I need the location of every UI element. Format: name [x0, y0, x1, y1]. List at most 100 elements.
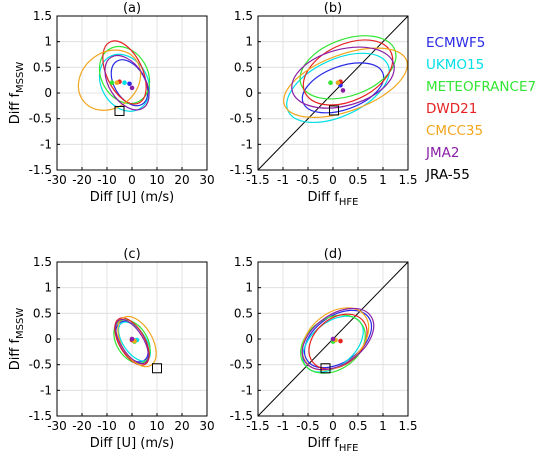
- plot-area: [258, 16, 408, 170]
- panel-a: -30 -20 -10 0 10 20 30 1.5 1 0.5 0 -0.5 -1 -1.5 (a) Dif…: [8, 1, 215, 205]
- legend-entry-dwd21: DWD21: [426, 101, 477, 117]
- point-dwd21: [338, 338, 343, 344]
- square-marker-jra55: [114, 105, 125, 116]
- y-tick-label: -1: [241, 137, 253, 151]
- x-axis-label-sub: HFE: [339, 443, 359, 454]
- point-meteofrance7: [109, 80, 115, 86]
- y-tick-label: 1.5: [234, 255, 253, 269]
- square-marker-jra55: [152, 363, 162, 374]
- ellipse-jma2: [115, 318, 149, 365]
- x-tick-label: 1.5: [398, 173, 417, 187]
- y-tick-label: 0: [245, 332, 253, 346]
- y-axis-label-sub: MSSW: [15, 308, 26, 339]
- x-axis-label: Diff [U] (m/s): [90, 436, 174, 451]
- x-axis-label: Diff fHFE: [308, 436, 359, 454]
- x-tick-label: 30: [199, 173, 214, 187]
- point-jma2: [340, 88, 346, 93]
- x-tick-label: -1: [277, 173, 289, 187]
- square-marker-jra55: [329, 105, 339, 116]
- x-tick-label: 0.5: [348, 419, 367, 433]
- y-tick-label: -0.5: [29, 112, 52, 126]
- y-tick-label: 1.5: [234, 9, 253, 23]
- panels-group: -30 -20 -10 0 10 20 301.510.50-0.5-1-1.5(a)Dif…: [8, 1, 418, 454]
- point-jma2: [330, 336, 336, 342]
- legend: ECMWF5 UKMO15 METEOFRANCE7 DWD21 CMCC35 JMA2 J…: [425, 35, 536, 183]
- y-tick-label: -1.5: [230, 163, 253, 177]
- point-cmcc35: [114, 80, 120, 86]
- y-axis-label-main: Diff f: [8, 339, 23, 371]
- y-tick-label: 0.5: [33, 306, 52, 320]
- point-ukmo15: [122, 80, 127, 86]
- ellipse-dwd21: [302, 39, 394, 106]
- x-axis-label-main: Diff f: [308, 436, 340, 451]
- y-axis-label: Diff fMSSW: [8, 62, 26, 125]
- panel-title: (c): [123, 247, 140, 262]
- x-tick-label: 1: [379, 173, 387, 187]
- y-axis-label: Diff fMSSW: [8, 308, 26, 371]
- point-meteofrance7: [328, 80, 333, 86]
- panel-b: -1.5 -1 -0.5 0 0.5 1 1.5 1.5 1 0.5 0 -0.5 -1 -1.5 (b) D…: [230, 1, 418, 208]
- y-tick-label: -1: [40, 137, 52, 151]
- point-jma2: [129, 85, 135, 91]
- y-tick-label: -1: [241, 383, 253, 397]
- y-tick-label: 0: [44, 332, 52, 346]
- ellipse-jma2: [104, 54, 150, 111]
- y-tick-label: -1: [40, 383, 52, 397]
- y-tick-label: 0: [245, 86, 253, 100]
- x-tick-label: 0.5: [348, 173, 367, 187]
- y-axis-label-sub: MSSW: [15, 62, 26, 93]
- ellipse-dwd21: [114, 317, 150, 366]
- x-axis-label: Diff fHFE: [308, 190, 359, 208]
- x-tick-label: -0.5: [296, 173, 319, 187]
- y-tick-label: -0.5: [29, 358, 52, 372]
- x-tick-label: -30: [47, 419, 67, 433]
- x-tick-label: 10: [149, 419, 164, 433]
- x-axis-label: Diff [U] (m/s): [90, 190, 174, 205]
- y-tick-label: -1.5: [29, 163, 52, 177]
- x-tick-label: -10: [97, 419, 117, 433]
- point-jma2: [129, 336, 135, 342]
- x-tick-label: -20: [72, 173, 92, 187]
- y-tick-label: 1.5: [33, 255, 52, 269]
- x-tick-label: 0: [329, 419, 337, 433]
- x-tick-label: -0.5: [296, 419, 319, 433]
- x-tick-label: -20: [72, 419, 92, 433]
- panel-title: (a): [123, 1, 141, 16]
- x-tick-label: 0: [128, 419, 136, 433]
- y-axis-label-main: Diff f: [8, 93, 23, 125]
- x-tick-label: -1: [277, 419, 289, 433]
- point-cmcc35: [335, 80, 341, 86]
- y-tick-label: 0.5: [33, 60, 52, 74]
- plot-area: [113, 315, 162, 374]
- x-tick-label: 1: [379, 419, 387, 433]
- legend-entry-ecmwf5: ECMWF5: [426, 35, 485, 51]
- y-tick-label: 1: [44, 281, 52, 295]
- y-tick-label: 0.5: [234, 306, 253, 320]
- panel-c: -30 -20 -10 0 10 20 30 1.5 1 0.5 0 -0.5 -1 -1.5 (c) Dif…: [8, 247, 215, 451]
- legend-entry-meteofrance7: METEOFRANCE7: [426, 79, 536, 95]
- x-tick-label: 10: [149, 173, 164, 187]
- x-tick-label: -10: [97, 173, 117, 187]
- panel-title: (b): [324, 1, 342, 16]
- x-tick-label: -1.5: [246, 419, 269, 433]
- square-marker-jra55: [320, 363, 331, 374]
- ellipse-jma2: [301, 307, 375, 371]
- ellipse-cmcc35: [283, 47, 408, 118]
- y-tick-label: -0.5: [230, 358, 253, 372]
- y-tick-label: 0: [44, 86, 52, 100]
- legend-entry-ukmo15: UKMO15: [426, 57, 484, 73]
- ellipse-dwd21: [102, 40, 147, 105]
- ellipse-ecmwf5: [303, 309, 373, 369]
- panel-title: (d): [324, 247, 342, 262]
- y-tick-label: -0.5: [230, 112, 253, 126]
- x-tick-label: 30: [199, 419, 214, 433]
- ellipse-ecmwf5: [301, 62, 385, 114]
- x-tick-label: 1.5: [398, 419, 417, 433]
- x-axis-label-main: Diff f: [308, 190, 340, 205]
- ellipse-meteofrance7: [98, 46, 151, 105]
- y-tick-label: -1.5: [29, 409, 52, 423]
- x-axis-label-sub: HFE: [339, 197, 359, 208]
- y-tick-label: 1: [44, 35, 52, 49]
- ellipse-jma2: [291, 46, 395, 109]
- x-tick-label: -1.5: [246, 173, 269, 187]
